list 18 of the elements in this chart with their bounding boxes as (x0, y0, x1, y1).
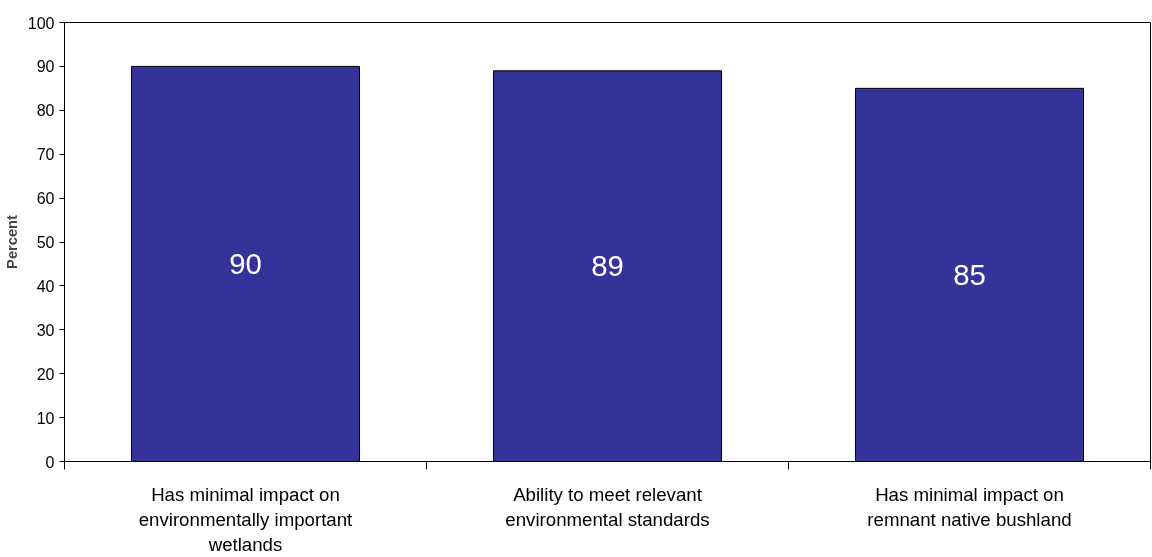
y-tick-label: 20 (36, 365, 55, 383)
y-tick-label: 50 (36, 234, 55, 251)
x-tick-label: Has minimal impact on remnant native bushland (867, 483, 1072, 530)
y-tick-label: 100 (27, 14, 55, 32)
y-tick-label: 30 (36, 321, 55, 339)
data-label: 89 (591, 249, 624, 283)
y-tick-label: 80 (36, 102, 55, 120)
y-axis-title: Percent (3, 215, 20, 269)
x-tick-label: Ability to meet relevant environmental standards (505, 483, 710, 530)
y-tick-label: 0 (45, 453, 55, 471)
x-tick-label: Has minimal impact on environmentally important wetlands (138, 483, 354, 555)
y-tick-label: 40 (36, 277, 55, 295)
y-tick-label: 70 (36, 146, 55, 164)
data-label: 90 (229, 246, 262, 280)
data-label: 85 (953, 257, 986, 291)
y-tick-label: 90 (36, 58, 55, 76)
y-tick-label: 10 (36, 409, 55, 427)
y-tick-label: 60 (36, 190, 55, 208)
